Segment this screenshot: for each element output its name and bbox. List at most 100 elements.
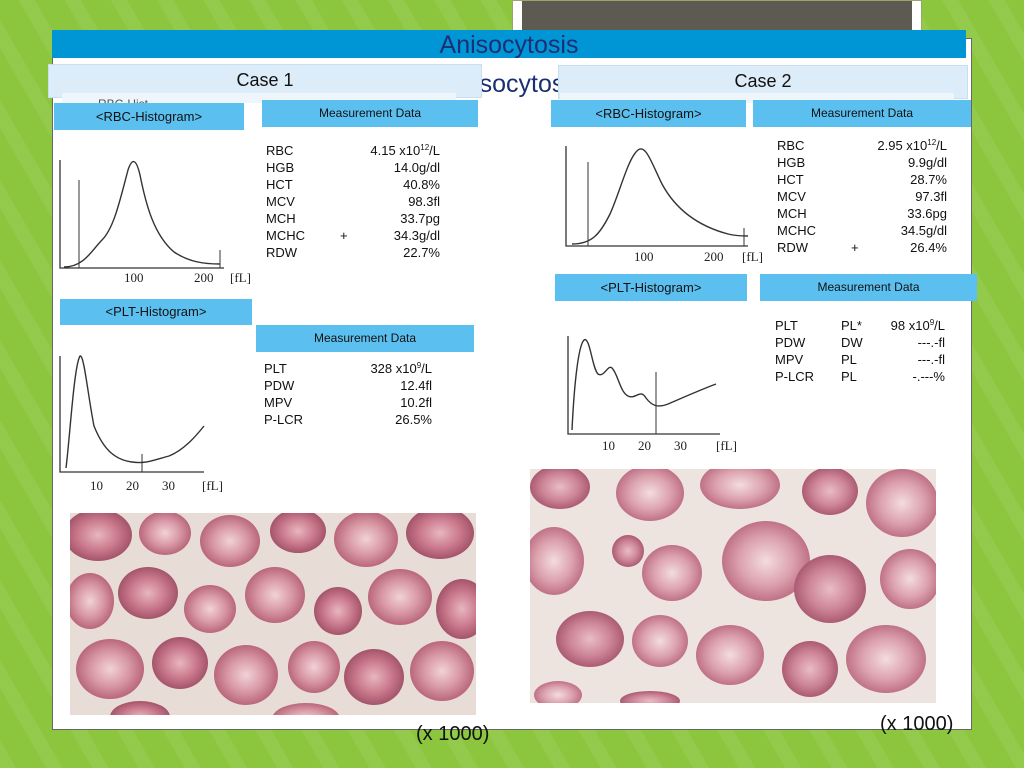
measurement-value-text: ---.-fl	[917, 335, 945, 350]
measurement-value: 4.15 x1012/L	[370, 143, 440, 159]
measurement-name: PDW	[264, 378, 295, 393]
measurement-name: PDW	[775, 335, 806, 350]
rbc-histogram-curve	[571, 148, 749, 245]
case2-plt-measurement-header-text: Measurement Data	[817, 280, 920, 294]
measurement-value: 34.5g/dl	[901, 223, 947, 239]
measurement-exponent: 9	[416, 361, 422, 370]
measurement-row: MCV 97.3fl	[777, 189, 947, 205]
case2-magnification: (x 1000)	[880, 713, 954, 735]
measurement-name: MCV	[777, 189, 806, 204]
case2-rbc-measurement-header: Measurement Data	[753, 100, 971, 127]
measurement-row: RBC 2.95 x1012/L	[777, 138, 947, 154]
measurement-flag: PL	[841, 369, 857, 384]
measurement-value: 2.95 x1012/L	[877, 138, 947, 154]
measurement-value-text: 98.3fl	[408, 194, 440, 209]
case2-rbc-histogram-header: <RBC-Histogram>	[551, 100, 746, 127]
case2-plt-measurement-header: Measurement Data	[760, 274, 977, 301]
measurement-exponent: 12	[927, 138, 937, 147]
measurement-value-text: 97.3fl	[915, 189, 947, 204]
rbc-histogram-tick-100: 100	[124, 270, 144, 285]
case2-rbc-measurement-table: RBC 2.95 x1012/L HGB 9.9g/dl HCT 28.7% MCV 97.3…	[777, 138, 947, 258]
measurement-flag: +	[340, 228, 348, 243]
measurement-value: 22.7%	[403, 245, 440, 261]
plt-histogram-tick-20: 20	[638, 438, 651, 453]
measurement-value-text: 4.15 x10	[370, 143, 421, 158]
measurement-name: MCV	[266, 194, 295, 209]
measurement-value-text: -.---%	[912, 369, 946, 384]
rbc-histogram-unit: [fL]	[230, 270, 251, 285]
measurement-name: HCT	[266, 177, 293, 192]
case1-rbc-measurement-header: Measurement Data	[262, 100, 478, 127]
measurement-name: RDW	[266, 245, 298, 260]
case1-title: Case 1	[236, 70, 294, 90]
measurement-value: 14.0g/dl	[394, 160, 440, 176]
measurement-value-text: 26.4%	[910, 240, 947, 255]
measurement-name: PLT	[264, 361, 287, 376]
measurement-row: PDW 12.4fl	[264, 378, 432, 394]
rbc-histogram-tick-200: 200	[704, 249, 724, 264]
measurement-name: HCT	[777, 172, 804, 187]
measurement-value: 33.6pg	[907, 206, 947, 222]
measurement-value-text: 14.0g/dl	[393, 160, 440, 175]
measurement-flag: +	[851, 240, 859, 255]
measurement-value-text: 12.4fl	[400, 378, 432, 393]
measurement-row: HCT 28.7%	[777, 172, 947, 188]
measurement-row: MCH 33.7pg	[266, 211, 440, 227]
measurement-value-text: 34.3g/dl	[393, 228, 440, 243]
measurement-name: HGB	[777, 155, 806, 170]
measurement-row: RDW +26.4%	[777, 240, 947, 256]
measurement-unit: /L	[421, 361, 432, 376]
measurement-name: MPV	[264, 395, 293, 410]
measurement-value-text: 98 x10	[890, 318, 930, 333]
measurement-value-text: 26.5%	[395, 412, 432, 427]
measurement-row: RDW 22.7%	[266, 245, 440, 261]
measurement-name: MCH	[266, 211, 296, 226]
case2-plt-histogram-header-text: <PLT-Histogram>	[600, 280, 702, 295]
measurement-value-text: 328 x10	[370, 361, 417, 376]
case1-smear-cells	[70, 513, 476, 715]
measurement-value: 9.9g/dl	[908, 155, 947, 171]
measurement-value: 40.8%	[403, 177, 440, 193]
case1-rbc-cells	[70, 513, 476, 715]
rbc-histogram-tick-200: 200	[194, 270, 214, 285]
plt-histogram-tick-30: 30	[674, 438, 687, 453]
measurement-row: RBC 4.15 x1012/L	[266, 143, 440, 159]
case1-rbc-measurement-table: RBC 4.15 x1012/L HGB 14.0g/dl HCT 40.8% MCV 98.…	[266, 143, 440, 263]
measurement-name: RBC	[266, 143, 294, 158]
measurement-value: 26.4%	[910, 240, 947, 256]
measurement-value-text: 33.7pg	[400, 211, 440, 226]
case1-rbc-histogram-header-text: <RBC-Histogram>	[95, 109, 203, 124]
measurement-value: ---.-fl	[918, 352, 945, 368]
plt-histogram-tick-10: 10	[602, 438, 615, 453]
case2-plt-measurement-table: PLT PL* 98 x109/L PDW DW ---.-fl MPV PL ---.-fl P…	[775, 318, 945, 388]
measurement-value: 12.4fl	[400, 378, 432, 394]
plt-histogram-axes	[59, 356, 204, 473]
plt-histogram-tick-30: 30	[162, 478, 175, 493]
case1-blood-smear	[70, 513, 476, 715]
measurement-value: 34.3g/dl	[394, 228, 440, 244]
plt-histogram-tick-20: 20	[126, 478, 139, 493]
measurement-row: MCH 33.6pg	[777, 206, 947, 222]
case1-plt-measurement-table: PLT 328 x109/L PDW 12.4fl MPV 10.2fl P-LCR 26.5…	[264, 361, 432, 431]
measurement-row: P-LCR 26.5%	[264, 412, 432, 428]
case1-rbc-histogram-header: <RBC-Histogram>	[54, 103, 244, 130]
rbc-histogram-axes	[565, 146, 748, 247]
case2-smear-cells	[530, 469, 936, 703]
case2-rbc-cells	[530, 469, 936, 703]
measurement-row: MCV 98.3fl	[266, 194, 440, 210]
case2-title: Case 2	[734, 71, 792, 91]
case1-rbc-histogram: 100 200 [fL]	[59, 160, 251, 285]
measurement-name: P-LCR	[775, 369, 815, 384]
plt-histogram-curve	[571, 339, 717, 431]
measurement-name: P-LCR	[264, 412, 304, 427]
measurement-row: PLT 328 x109/L	[264, 361, 432, 377]
measurement-row: MCHC +34.3g/dl	[266, 228, 440, 244]
rbc-histogram-unit: [fL]	[742, 249, 763, 264]
measurement-name: HGB	[266, 160, 295, 175]
measurement-value: 97.3fl	[915, 189, 947, 205]
measurement-row: PDW DW ---.-fl	[775, 335, 945, 351]
case1-partial-label: RBC-Hist	[98, 97, 148, 103]
measurement-name: MCH	[777, 206, 807, 221]
plt-histogram-axes	[567, 336, 720, 435]
measurement-value-text: 34.5g/dl	[900, 223, 947, 238]
